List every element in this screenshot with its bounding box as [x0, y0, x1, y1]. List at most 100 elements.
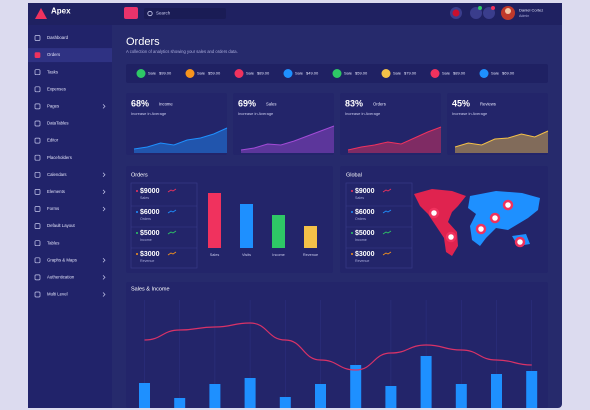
stat-card	[126, 93, 227, 155]
stat-caption: Increase in Average	[345, 111, 381, 116]
list-box	[345, 182, 413, 269]
bar	[209, 384, 221, 408]
card-title: Orders	[131, 172, 148, 178]
sidebar-icon	[34, 240, 41, 247]
sidebar-item[interactable]: Placeholders	[47, 155, 72, 160]
ticker-icon	[332, 69, 342, 78]
list-amount: $3000	[140, 251, 160, 258]
avatar-face	[505, 8, 511, 14]
ticker-icon	[283, 69, 293, 78]
sidebar-item[interactable]: Multi Level	[47, 292, 68, 297]
list-label: Revenue	[355, 259, 369, 263]
stat-value: 45%	[452, 98, 470, 108]
bar	[385, 386, 397, 408]
sidebar-icon	[34, 137, 41, 144]
sidebar-icon	[34, 154, 41, 161]
list-amount: $5000	[355, 230, 375, 237]
sidebar-icon	[34, 69, 41, 76]
bar	[139, 383, 150, 408]
sidebar-icon	[34, 120, 41, 127]
sparkline-line	[240, 125, 335, 151]
list-dot	[136, 211, 138, 213]
trend-icon	[382, 209, 392, 214]
trend-icon	[167, 251, 177, 256]
stat-card	[447, 93, 548, 155]
flag	[452, 9, 460, 17]
sparkline-line	[454, 130, 549, 148]
list-dot	[351, 253, 353, 255]
chevron	[102, 292, 106, 297]
ticker-amount: $59.00	[355, 71, 368, 76]
trend-icon	[382, 188, 392, 193]
sidebar-icon	[34, 52, 41, 58]
bar	[240, 204, 253, 248]
ticker-icon	[234, 69, 244, 78]
list-amount: $5000	[140, 230, 160, 237]
world-map	[414, 189, 540, 256]
sidebar-item[interactable]: Default Layout	[47, 223, 76, 228]
list-label: Orders	[140, 217, 151, 221]
list-dot	[136, 190, 138, 192]
bar	[420, 356, 432, 408]
ticker-label: Sale	[246, 71, 255, 76]
sidebar-icon	[34, 35, 41, 41]
sparkline-area	[348, 127, 441, 153]
ticker-amount: $79.00	[404, 71, 417, 76]
search-icon	[147, 10, 153, 17]
sidebar-item[interactable]: Tables	[47, 240, 59, 245]
bar-label: Income	[272, 253, 284, 257]
sidebar-item-active[interactable]	[28, 48, 112, 63]
bar	[244, 378, 256, 408]
map-marker	[514, 236, 526, 248]
ticker-label: Sale	[295, 71, 304, 76]
sidebar-item[interactable]: Calendars	[47, 172, 67, 177]
sidebar-item[interactable]: Expenses	[47, 86, 66, 91]
stat-caption: Increase in Average	[238, 111, 274, 116]
chevron	[102, 275, 106, 280]
stat-caption: Increase in Average	[131, 111, 167, 116]
list-label: Income	[140, 238, 152, 242]
bar-label: Sales	[210, 253, 220, 257]
trend-icon	[382, 230, 392, 235]
sidebar-item[interactable]: Orders	[47, 52, 60, 57]
list-box	[130, 182, 198, 269]
sidebar-icon	[34, 257, 41, 264]
sparkline-area	[241, 126, 334, 153]
sidebar-item[interactable]: Authentication	[47, 275, 75, 280]
sidebar-item[interactable]: Pages	[47, 104, 59, 109]
sidebar-icon	[34, 291, 41, 298]
list-label: Sales	[355, 196, 364, 200]
stat-caption: Increase in Average	[452, 111, 488, 116]
list-dot	[351, 190, 353, 192]
sidebar-item[interactable]: Tasks	[47, 69, 58, 74]
sidebar-item[interactable]: Editor	[47, 138, 59, 143]
bar	[174, 398, 186, 408]
ticker-label: Sale	[442, 71, 451, 76]
menu-button[interactable]	[124, 7, 138, 19]
badge	[491, 6, 495, 10]
notifications-button[interactable]	[483, 7, 495, 19]
sidebar-item[interactable]: DataTables	[47, 121, 69, 126]
search-box[interactable]	[144, 8, 226, 19]
sidebar-item[interactable]: Dashboard	[47, 35, 69, 40]
map-marker	[502, 199, 514, 211]
bar	[455, 384, 467, 408]
sparkline-line	[133, 127, 228, 150]
sparkline-area	[134, 128, 227, 153]
line	[144, 322, 532, 371]
user-name: Daniel Cortez	[519, 8, 543, 13]
logo	[35, 8, 47, 19]
sidebar-item[interactable]: Forms	[47, 206, 59, 211]
ticker-label: Sale	[148, 71, 157, 76]
chevron	[102, 206, 106, 212]
sidebar-icon	[34, 206, 41, 212]
ticker-amount: $69.00	[502, 71, 515, 76]
messages-button[interactable]	[470, 7, 482, 19]
sidebar-item[interactable]: Elements	[47, 189, 65, 194]
bar	[304, 226, 317, 248]
sidebar-item[interactable]: Graphs & Maps	[47, 257, 77, 262]
sparkline-line	[347, 126, 442, 151]
sidebar-icon	[34, 274, 41, 281]
stat-label: Reviews	[480, 102, 496, 107]
